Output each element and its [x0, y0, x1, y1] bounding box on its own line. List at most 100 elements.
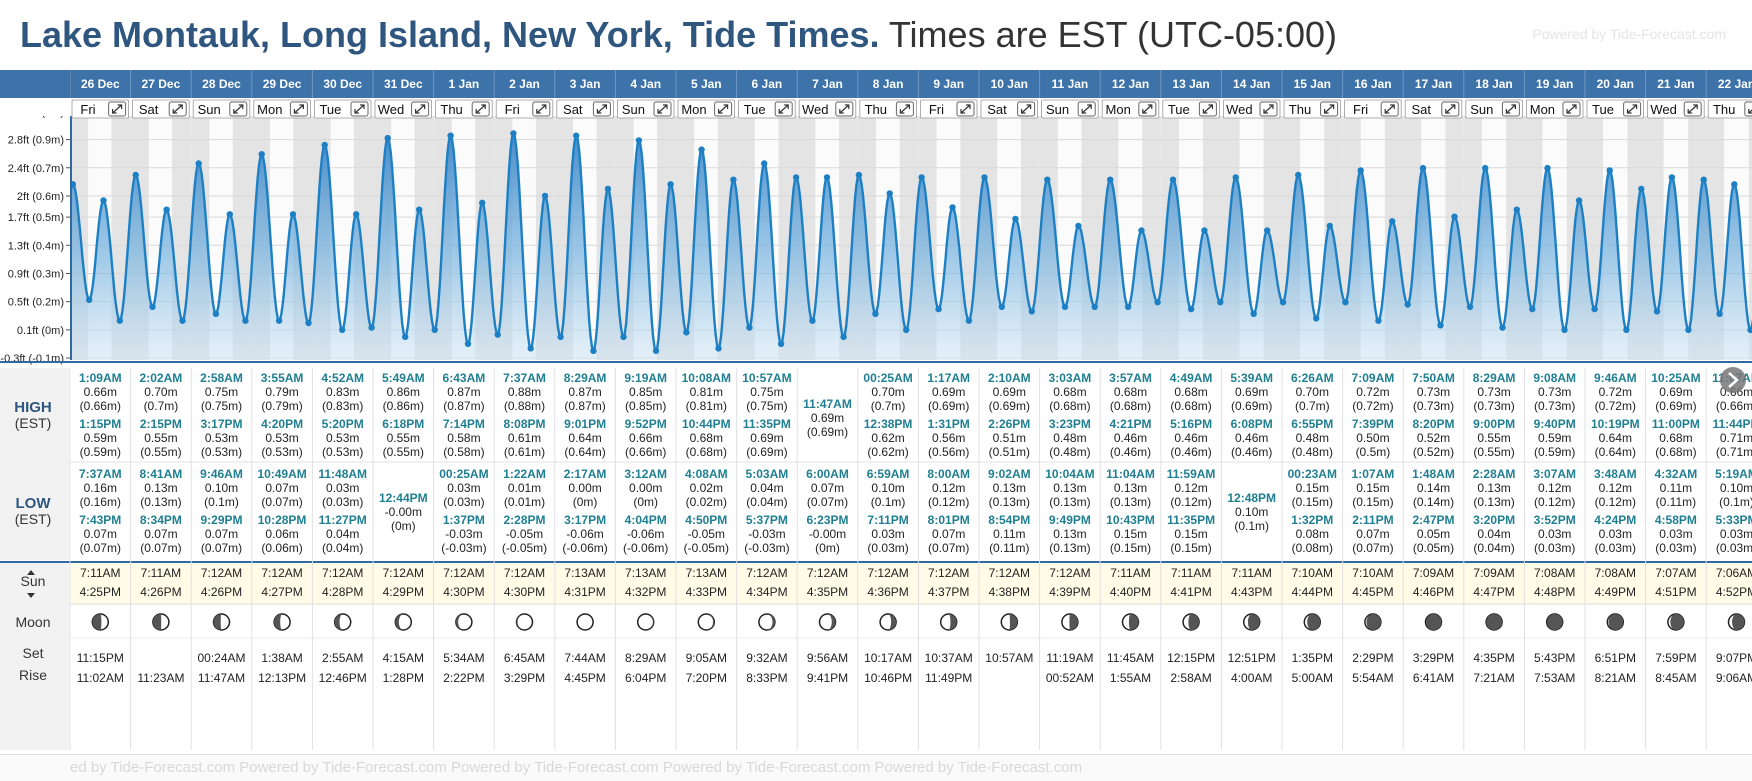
day-of-week: Fri	[80, 102, 95, 117]
moonrise-time: 7:20PM	[686, 671, 727, 685]
low-tide-height: 0.10m	[205, 481, 238, 495]
expand-icon[interactable]	[1441, 101, 1460, 117]
high-tide-height: 0.55m	[1477, 431, 1510, 445]
sunrise-time: 7:12AM	[201, 566, 242, 580]
next-arrow-icon[interactable]	[1720, 367, 1746, 393]
high-tide-height-alt: (0.69m)	[928, 399, 969, 413]
expand-icon[interactable]	[956, 101, 975, 117]
high-tide-point	[1389, 218, 1396, 225]
expand-icon[interactable]	[108, 101, 127, 117]
low-tide-height-alt: (0.03m)	[1595, 541, 1636, 555]
expand-icon[interactable]	[411, 101, 430, 117]
high-tide-height: 0.55m	[387, 431, 420, 445]
moon-phase-icon	[636, 613, 655, 631]
expand-icon[interactable]	[1138, 101, 1157, 117]
day-box	[1707, 99, 1752, 119]
expand-icon[interactable]	[653, 101, 672, 117]
expand-icon[interactable]	[592, 101, 611, 117]
expand-icon[interactable]	[229, 101, 248, 117]
low-tide-time: 2:17AM	[564, 467, 607, 481]
moon-shadow	[948, 614, 957, 630]
day-column: 2 JanFri7:37AM0.88m(0.88m)8:08PM0.61m(0.…	[493, 70, 554, 750]
expand-icon[interactable]	[1623, 101, 1642, 117]
low-tide-point	[1061, 303, 1069, 310]
expand-icon[interactable]	[835, 101, 854, 117]
expand-icon[interactable]	[1501, 101, 1520, 117]
expand-arrow	[475, 104, 486, 114]
next-arrow-chevron	[1728, 372, 1739, 388]
high-tide-time: 7:09AM	[1352, 371, 1395, 385]
expand-icon[interactable]	[1562, 101, 1581, 117]
high-tide-height-alt: (0.52m)	[1413, 445, 1454, 459]
expand-arrow	[718, 104, 729, 114]
moon-phase-icon	[1121, 613, 1140, 631]
expand-icon[interactable]	[168, 101, 187, 117]
sunrise-time: 7:12AM	[746, 566, 787, 580]
expand-arrow	[1505, 104, 1516, 114]
expand-icon[interactable]	[1320, 101, 1339, 117]
high-tide-point	[541, 192, 549, 200]
day-of-week: Tue	[744, 102, 766, 117]
day-column: 14 JanWed5:39AM0.69m(0.69m)6:08PM0.46m(0…	[1220, 70, 1281, 750]
low-tide-time: 2:47PM	[1412, 513, 1454, 527]
sunrise-time: 7:10AM	[1292, 566, 1333, 580]
high-tide-height: 0.72m	[1599, 385, 1632, 399]
expand-icon[interactable]	[1259, 101, 1278, 117]
high-tide-time: 8:29AM	[564, 371, 607, 385]
expand-icon[interactable]	[714, 101, 733, 117]
low-tide-point	[1028, 308, 1036, 315]
moonset-time: 12:15PM	[1167, 651, 1215, 665]
expand-icon[interactable]	[895, 101, 914, 117]
expand-icon[interactable]	[471, 101, 490, 117]
moon-shadow	[1426, 614, 1442, 630]
high-tide-height: 0.69m	[811, 411, 844, 425]
low-tide-point	[1529, 305, 1536, 313]
high-tide-point	[949, 204, 956, 211]
high-tide-point	[1700, 176, 1707, 183]
expand-icon[interactable]	[1380, 101, 1399, 117]
y-tick-label: -0.3ft (-0.1m)	[0, 353, 64, 365]
powered-by-watermark: Powered by Tide-Forecast.com	[1532, 26, 1726, 42]
moon-shadow	[706, 614, 715, 630]
expand-icon[interactable]	[1017, 101, 1036, 117]
expand-icon[interactable]	[1077, 101, 1096, 117]
high-tide-point	[604, 185, 612, 193]
low-tide-point	[116, 317, 124, 324]
high-tide-point	[226, 211, 233, 218]
expand-icon[interactable]	[532, 101, 551, 117]
low-tide-point	[965, 317, 973, 324]
day-column: 30 DecTue4:52AM0.83m(0.83m)5:20PM0.53m(0…	[311, 70, 372, 750]
low-tide-time: 1:22AM	[503, 467, 546, 481]
sunrise-time: 7:09AM	[1473, 566, 1514, 580]
moonset-time: 11:19AM	[1046, 651, 1093, 665]
date-label: 10 Jan	[991, 77, 1028, 91]
moonrise-time: 8:21AM	[1595, 671, 1636, 685]
low-tide-time: 8:34PM	[140, 513, 182, 527]
high-tide-height-alt: (0.86m)	[383, 399, 424, 413]
high-tide-height: 0.88m	[508, 385, 541, 399]
high-tide-time: 9:52PM	[625, 417, 667, 431]
date-label: 9 Jan	[933, 77, 964, 91]
expand-icon[interactable]	[774, 101, 793, 117]
day-of-week: Wed	[802, 102, 829, 117]
low-tide-time: 10:49AM	[257, 467, 306, 481]
expand-icon[interactable]	[350, 101, 369, 117]
expand-icon[interactable]	[1198, 101, 1217, 117]
moonrise-time: 2:22PM	[443, 671, 484, 685]
moonset-time: 5:43PM	[1534, 651, 1575, 665]
moon-phase-icon	[697, 613, 716, 631]
expand-icon[interactable]	[1683, 101, 1702, 117]
low-tide-height-alt: (0.04m)	[746, 495, 787, 509]
high-tide-height-alt: (0.72m)	[1352, 399, 1393, 413]
high-tide-height: 0.59m	[84, 431, 117, 445]
footer-watermark: ed by Tide-Forecast.com Powered by Tide-…	[0, 754, 1752, 781]
high-tide-height: 0.73m	[1538, 385, 1571, 399]
day-column: 17 JanSat7:50AM0.73m(0.73m)8:20PM0.52m(0…	[1402, 70, 1463, 750]
expand-icon[interactable]	[289, 101, 308, 117]
expand-icon[interactable]	[1744, 101, 1752, 117]
high-tide-point	[1075, 222, 1082, 230]
high-tide-height-alt: (0.56m)	[928, 445, 969, 459]
high-tide-time: 2:02AM	[140, 371, 183, 385]
night-band	[1748, 108, 1752, 360]
